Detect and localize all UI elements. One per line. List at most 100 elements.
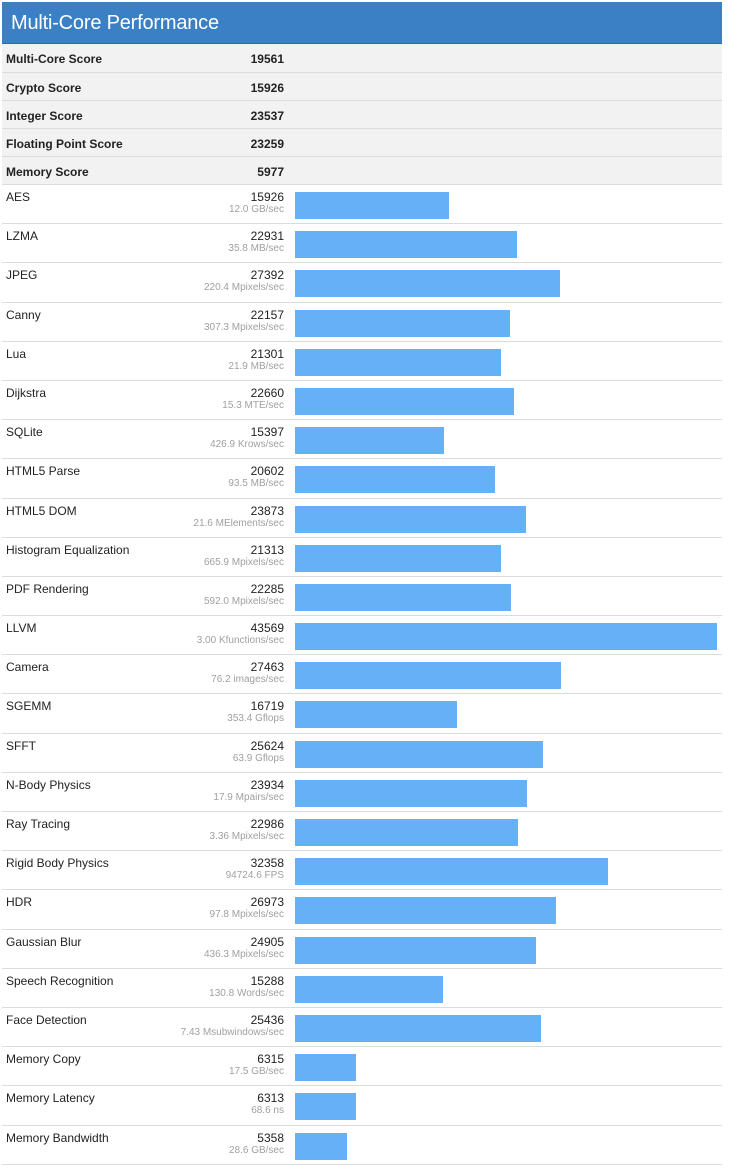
benchmark-rate: 63.9 Gflops	[232, 752, 284, 764]
benchmark-row: LZMA 22931 35.8 MB/sec	[2, 224, 722, 264]
benchmark-row: Speech Recognition 15288 130.8 Words/sec	[2, 968, 722, 1008]
benchmark-bar	[295, 309, 510, 337]
benchmark-score: 22986	[250, 817, 284, 831]
benchmark-score: 24905	[250, 934, 284, 949]
multi-core-performance-panel: Multi-Core Performance Multi-Core Score …	[2, 2, 722, 1165]
benchmark-label: Memory Bandwidth	[6, 1130, 109, 1145]
benchmark-bar	[295, 662, 561, 690]
benchmark-rate: 436.3 Mpixels/sec	[203, 948, 284, 960]
benchmark-score: 27392	[250, 268, 284, 283]
summary-row-multi-core: Multi-Core Score 19561	[2, 44, 722, 73]
benchmark-rate: 592.0 Mpixels/sec	[203, 595, 284, 607]
benchmark-row: AES 15926 12.0 GB/sec	[2, 185, 722, 225]
benchmark-label: Histogram Equalization	[6, 542, 130, 557]
benchmark-row: Lua 21301 21.9 MB/sec	[2, 341, 722, 381]
benchmark-bar	[295, 387, 514, 415]
benchmark-score: 25624	[250, 738, 284, 753]
benchmark-row: Dijkstra 22660 15.3 MTE/sec	[2, 380, 722, 421]
benchmark-label: Rigid Body Physics	[6, 856, 109, 871]
benchmark-rate: 68.6 ns	[251, 1105, 284, 1117]
benchmark-score: 22931	[250, 229, 284, 244]
benchmark-bar	[295, 936, 536, 964]
benchmark-rate: 94724.6 FPS	[225, 870, 284, 882]
benchmark-score: 16719	[250, 699, 284, 714]
benchmark-score: 21313	[250, 542, 284, 557]
benchmark-label: LLVM	[6, 621, 37, 636]
benchmark-row: HTML5 Parse 20602 93.5 MB/sec	[2, 459, 722, 499]
benchmark-rate: 426.9 Krows/sec	[210, 439, 284, 451]
benchmark-rate: 21.9 MB/sec	[228, 360, 284, 372]
benchmark-score: 21301	[250, 346, 284, 361]
benchmark-label: N-Body Physics	[6, 777, 91, 792]
benchmark-score: 22157	[250, 307, 284, 322]
benchmark-score: 15397	[250, 425, 284, 440]
benchmark-rate: 17.5 GB/sec	[228, 1066, 284, 1078]
benchmark-score: 6313	[257, 1091, 284, 1106]
benchmark-score: 15926	[250, 190, 284, 204]
benchmark-row: PDF Rendering 22285 592.0 Mpixels/sec	[2, 576, 722, 617]
benchmark-row: Gaussian Blur 24905 436.3 Mpixels/sec	[2, 929, 722, 969]
benchmark-bar	[295, 897, 556, 925]
benchmark-label: LZMA	[6, 229, 39, 244]
benchmark-row: JPEG 27392 220.4 Mpixels/sec	[2, 263, 722, 303]
benchmark-table: AES 15926 12.0 GB/sec LZMA 22931 35.8 MB/sec J…	[2, 185, 722, 1165]
summary-score: 23537	[250, 109, 284, 123]
benchmark-bar	[295, 270, 560, 298]
benchmark-rate: 93.5 MB/sec	[228, 478, 284, 490]
benchmark-label: PDF Rendering	[6, 581, 89, 596]
benchmark-rate: 12.0 GB/sec	[228, 204, 284, 215]
summary-label: Memory Score	[6, 165, 89, 179]
benchmark-rate: 353.4 Gflops	[227, 713, 284, 725]
summary-label: Floating Point Score	[6, 137, 123, 151]
benchmark-bar	[295, 1132, 347, 1160]
benchmark-bar	[295, 231, 517, 259]
benchmark-label: Lua	[6, 346, 27, 361]
benchmark-rate: 21.6 MElements/sec	[193, 517, 284, 529]
benchmark-score: 22285	[250, 581, 284, 596]
benchmark-rate: 28.6 GB/sec	[228, 1144, 284, 1156]
benchmark-rate: 15.3 MTE/sec	[222, 399, 284, 411]
benchmark-label: SQLite	[6, 425, 43, 440]
benchmark-bar	[295, 348, 501, 376]
benchmark-row: SQLite 15397 426.9 Krows/sec	[2, 420, 722, 460]
summary-label: Crypto Score	[6, 81, 82, 95]
benchmark-rate: 307.3 Mpixels/sec	[203, 321, 284, 333]
benchmark-row: Memory Copy 6315 17.5 GB/sec	[2, 1047, 722, 1087]
benchmark-score: 26973	[250, 895, 284, 910]
benchmark-row: HTML5 DOM 23873 21.6 MElements/sec	[2, 498, 722, 538]
benchmark-bar	[295, 544, 501, 572]
panel-title: Multi-Core Performance	[2, 2, 722, 44]
benchmark-rate: 17.9 Mpairs/sec	[213, 791, 284, 803]
summary-score: 19561	[250, 52, 284, 66]
benchmark-row: SFFT 25624 63.9 Gflops	[2, 733, 722, 773]
benchmark-label: SGEMM	[6, 699, 52, 714]
benchmark-label: Camera	[6, 660, 49, 675]
benchmark-rate: 665.9 Mpixels/sec	[203, 556, 284, 568]
benchmark-score: 23873	[250, 503, 284, 518]
benchmark-row: Rigid Body Physics 32358 94724.6 FPS	[2, 851, 722, 891]
benchmark-bar	[295, 192, 449, 219]
benchmark-label: HTML5 Parse	[6, 464, 81, 479]
benchmark-bar	[295, 623, 717, 651]
benchmark-bar	[295, 466, 495, 494]
benchmark-label: HTML5 DOM	[6, 503, 77, 518]
benchmark-row: Ray Tracing 22986 3.36 Mpixels/sec	[2, 812, 722, 852]
benchmark-bar	[295, 858, 608, 886]
benchmark-bar	[295, 819, 518, 846]
benchmark-bar	[295, 701, 457, 729]
benchmark-rate: 3.36 Mpixels/sec	[209, 831, 284, 842]
summary-label: Multi-Core Score	[6, 52, 103, 66]
benchmark-row: Memory Bandwidth 5358 28.6 GB/sec	[2, 1125, 722, 1165]
benchmark-score: 27463	[250, 660, 284, 675]
benchmark-bar	[295, 427, 444, 455]
benchmark-row: Camera 27463 76.2 images/sec	[2, 655, 722, 695]
summary-score: 15926	[250, 81, 284, 95]
benchmark-label: Memory Latency	[6, 1091, 95, 1106]
benchmark-bar	[295, 583, 511, 611]
benchmark-rate: 3.00 Kfunctions/sec	[196, 635, 284, 647]
summary-score: 23259	[250, 137, 284, 151]
benchmark-score: 23934	[250, 777, 284, 792]
benchmark-bar	[295, 505, 526, 533]
benchmark-bar	[295, 1054, 356, 1082]
benchmark-label: Speech Recognition	[6, 973, 114, 988]
